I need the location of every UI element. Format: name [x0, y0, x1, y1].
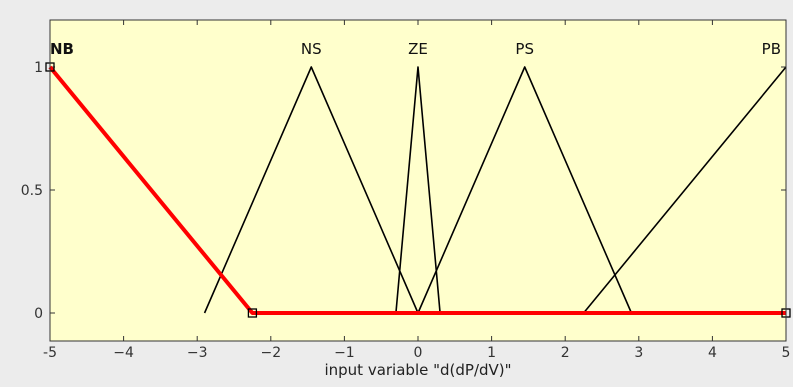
x-tick-label: -5	[43, 345, 57, 361]
mf-curve-pb[interactable]	[582, 66, 787, 314]
x-tick-label: −1	[334, 345, 355, 361]
y-tick-label: 0	[34, 306, 43, 322]
mf-label-ps[interactable]: PS	[515, 40, 534, 58]
x-tick-label: 3	[634, 345, 643, 361]
mf-label-nb[interactable]: NB	[50, 40, 74, 58]
plot-border	[49, 19, 787, 342]
membership-curves	[45, 62, 791, 318]
mf-curve-ps[interactable]	[417, 66, 633, 314]
mf-labels: NS ZE PS PB NB	[50, 40, 781, 58]
mf-label-ns[interactable]: NS	[301, 40, 322, 58]
mf-label-ze[interactable]: ZE	[408, 40, 428, 58]
x-tick-label: 0	[414, 345, 423, 361]
x-tick-label: −2	[260, 345, 281, 361]
mf-curve-nb[interactable]	[48, 65, 786, 315]
x-tick-label: −3	[187, 345, 208, 361]
mf-curve-ze[interactable]	[395, 66, 441, 314]
x-tick-label: 2	[561, 345, 570, 361]
x-tick-label: −4	[113, 345, 134, 361]
mf-label-pb[interactable]: PB	[762, 40, 781, 58]
mf-curve-ns[interactable]	[203, 66, 419, 314]
x-tick-label: 5	[782, 345, 791, 361]
x-tick-label: 1	[487, 345, 496, 361]
tick-labels: -5 −4 −3 −2 −1 0 1 2 3 4 5 0 0.5 1	[21, 60, 791, 361]
y-tick-label: 1	[34, 60, 43, 76]
mf-vertex-handle[interactable]	[247, 308, 258, 318]
y-tick-label: 0.5	[21, 183, 43, 199]
x-axis-label: input variable "d(dP/dV)"	[324, 361, 511, 379]
x-tick-label: 4	[708, 345, 717, 361]
